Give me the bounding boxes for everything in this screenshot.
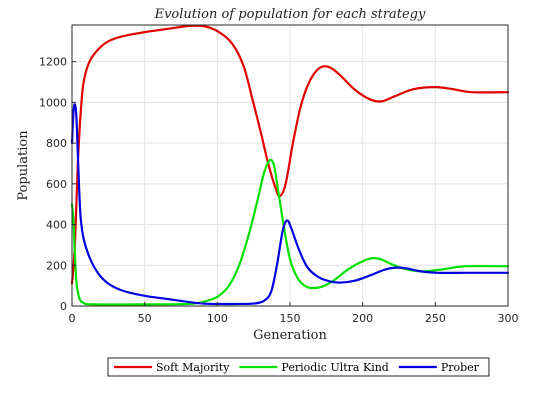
y-tick-label: 0	[60, 300, 67, 313]
x-tick-label: 300	[498, 312, 519, 325]
x-tick-label: 150	[280, 312, 301, 325]
x-tick-label: 50	[138, 312, 152, 325]
x-axis-label: Generation	[253, 328, 327, 343]
x-tick-label: 0	[69, 312, 76, 325]
legend: Soft Majority Periodic Ultra Kind Prober	[108, 358, 489, 376]
y-tick-label: 600	[46, 178, 67, 191]
y-tick-label: 800	[46, 137, 67, 150]
y-tick-label: 400	[46, 219, 67, 232]
x-tick-label: 100	[207, 312, 228, 325]
legend-label-2: Prober	[441, 361, 480, 374]
legend-label-0: Soft Majority	[156, 361, 230, 374]
y-tick-label: 1000	[39, 96, 67, 109]
y-axis-label: Population	[16, 130, 31, 201]
legend-label-1: Periodic Ultra Kind	[281, 361, 388, 374]
x-tick-label: 200	[352, 312, 373, 325]
chart-title: Evolution of population for each strateg…	[154, 7, 426, 22]
x-tick-label: 250	[425, 312, 446, 325]
y-tick-label: 1200	[39, 56, 67, 69]
y-tick-label: 200	[46, 259, 67, 272]
